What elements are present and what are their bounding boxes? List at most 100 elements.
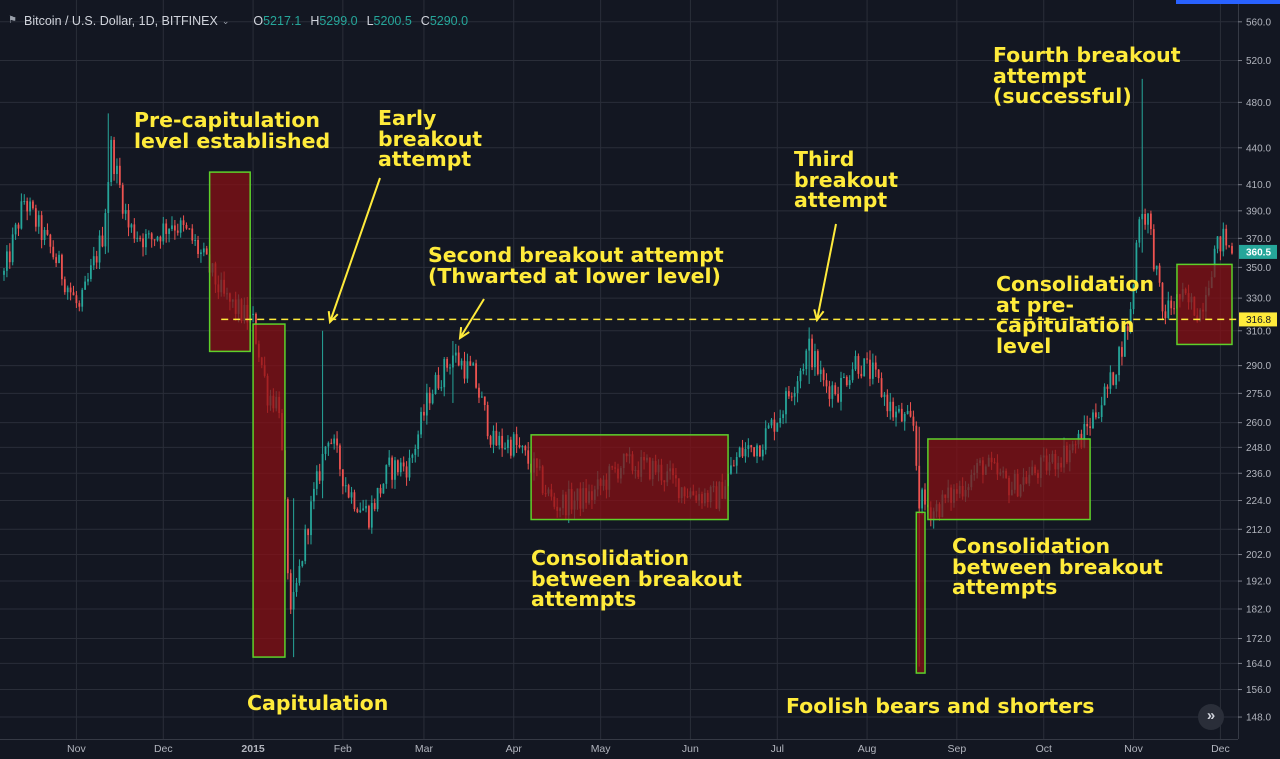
candle-body-86 xyxy=(252,313,254,315)
candle-body-167 xyxy=(486,404,489,437)
candle-body-422 xyxy=(1225,228,1228,246)
chevron-down-icon[interactable]: ⌄ xyxy=(221,15,230,26)
price-tick-label-21: 164.0 xyxy=(1246,659,1271,670)
candle-body-129 xyxy=(376,487,379,510)
candle-body-143 xyxy=(417,434,420,449)
price-tick-label-7: 350.0 xyxy=(1246,263,1271,274)
close-label: C xyxy=(420,14,430,28)
candle-body-137 xyxy=(399,462,402,473)
candle-body-109 xyxy=(318,471,321,481)
candle-body-110 xyxy=(321,453,324,481)
candle-body-147 xyxy=(428,392,431,404)
candle-body-59 xyxy=(173,225,176,231)
candle-body-402 xyxy=(1167,300,1170,319)
candle-body-179 xyxy=(521,446,524,448)
symbol-title[interactable]: Bitcoin / U.S. Dollar, 1D, BITFINEX xyxy=(24,14,218,28)
candle-body-308 xyxy=(895,411,897,418)
candle-body-36 xyxy=(107,182,110,214)
candle-body-294 xyxy=(854,356,857,370)
double-chevron-right-icon[interactable]: » xyxy=(1198,704,1224,730)
price-tick-label-18: 192.0 xyxy=(1246,577,1271,588)
candle-body-418 xyxy=(1213,248,1216,278)
annotation-consolidation-1: Consolidation between breakout attempts xyxy=(531,546,742,611)
annotation-fourth-breakout: Fourth breakout attempt (successful) xyxy=(993,43,1181,108)
price-tick-label-15: 224.0 xyxy=(1246,496,1271,507)
candle-body-257 xyxy=(747,445,750,449)
second-breakout-arrow-shaft xyxy=(459,298,485,339)
candle-body-307 xyxy=(892,401,895,418)
time-tick-label-7: Jun xyxy=(682,743,699,755)
candle-body-269 xyxy=(782,414,784,419)
capitulation-box xyxy=(252,323,286,658)
candle-body-134 xyxy=(391,457,393,480)
candle-body-125 xyxy=(365,506,367,509)
candle-body-48 xyxy=(142,238,144,248)
price-axis[interactable]: 560.0 520.0 480.0 440.0 410.0 390.0 370.0 350.0… xyxy=(1238,0,1280,759)
candle-body-146 xyxy=(425,392,428,416)
candle-body-141 xyxy=(411,454,414,458)
candle-body-400 xyxy=(1161,282,1164,312)
candle-body-101 xyxy=(295,582,298,593)
candle-body-50 xyxy=(147,233,150,235)
candle-body-41 xyxy=(121,185,124,214)
candle-body-317 xyxy=(921,489,924,509)
candle-body-153 xyxy=(446,359,449,368)
annotation-second-breakout: Second breakout attempt (Thwarted at low… xyxy=(428,243,724,288)
candle-body-111 xyxy=(324,446,327,454)
candle-body-31 xyxy=(92,256,95,266)
candle-body-302 xyxy=(877,369,880,379)
candle-body-11 xyxy=(34,208,37,227)
candle-body-130 xyxy=(379,487,382,494)
candle-body-8 xyxy=(26,200,29,212)
candle-body-276 xyxy=(802,369,805,371)
candle-body-316 xyxy=(918,465,921,509)
candle-body-57 xyxy=(168,228,170,234)
time-tick-label-1: Dec xyxy=(154,743,173,755)
price-tick-label-16: 212.0 xyxy=(1246,525,1271,536)
candle-body-424 xyxy=(1231,246,1233,254)
candle-body-102 xyxy=(298,566,301,583)
candle-body-7 xyxy=(23,200,26,202)
candle-body-156 xyxy=(454,352,457,356)
annotation-consolidation-2: Consolidation between breakout attempts xyxy=(952,534,1163,599)
candle-body-46 xyxy=(136,237,139,239)
candle-body-113 xyxy=(330,442,333,444)
candle-body-159 xyxy=(463,360,466,379)
candle-body-396 xyxy=(1150,213,1152,230)
candle-body-29 xyxy=(87,279,89,282)
symbol-header: ⚑ Bitcoin / U.S. Dollar, 1D, BITFINEX ⌄ … xyxy=(8,12,477,30)
candle-body-21 xyxy=(63,279,66,293)
candle-body-68 xyxy=(200,252,202,254)
candle-body-375 xyxy=(1089,426,1091,429)
price-tick-label-3: 440.0 xyxy=(1246,143,1271,154)
candle-body-399 xyxy=(1158,265,1161,283)
candle-body-311 xyxy=(903,413,906,422)
candle-body-124 xyxy=(362,508,365,511)
candle-body-381 xyxy=(1106,386,1109,389)
open-label: O xyxy=(253,14,264,28)
candle-body-35 xyxy=(104,213,107,247)
candle-body-1 xyxy=(5,251,8,271)
candle-body-293 xyxy=(851,369,854,381)
price-tick-label-9: 310.0 xyxy=(1246,326,1271,337)
candle-body-273 xyxy=(793,393,796,397)
candle-body-30 xyxy=(89,265,92,280)
candle-body-284 xyxy=(825,380,828,387)
time-tick-label-5: Apr xyxy=(506,743,523,755)
candle-body-67 xyxy=(197,239,199,254)
candle-body-168 xyxy=(489,436,492,445)
price-tick-label-20: 172.0 xyxy=(1246,634,1271,645)
candle-body-166 xyxy=(483,396,486,405)
candle-body-295 xyxy=(857,356,860,374)
candle-body-69 xyxy=(202,248,205,253)
candle-body-154 xyxy=(449,367,451,369)
candle-body-271 xyxy=(787,391,790,397)
time-axis[interactable]: Nov Dec 2015 Feb Mar Apr May Jun Jul Aug Sep Oct Nov… xyxy=(0,739,1238,756)
close-value: 5290.0 xyxy=(429,14,469,28)
candle-body-274 xyxy=(796,381,799,394)
candle-body-55 xyxy=(162,223,165,242)
candle-body-22 xyxy=(66,287,69,293)
time-tick-label-4: Mar xyxy=(415,743,434,755)
